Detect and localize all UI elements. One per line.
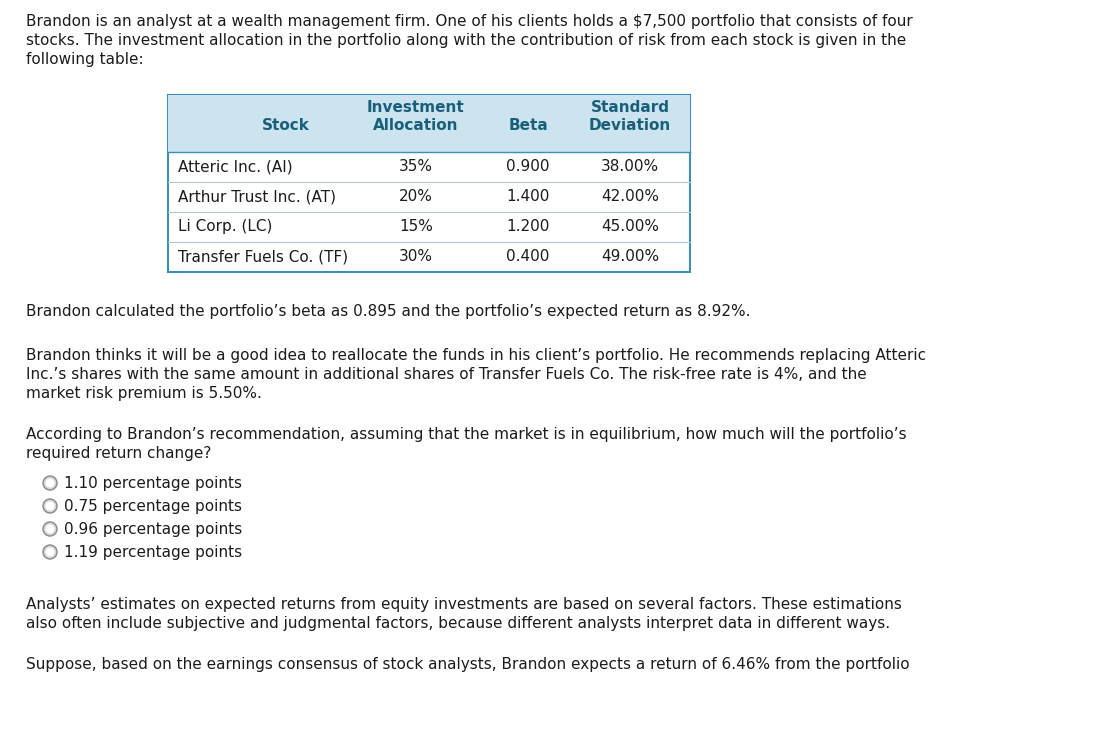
Circle shape — [43, 499, 57, 513]
Text: Arthur Trust Inc. (AT): Arthur Trust Inc. (AT) — [178, 189, 336, 204]
Text: 0.96 percentage points: 0.96 percentage points — [64, 522, 242, 537]
Text: 1.10 percentage points: 1.10 percentage points — [64, 476, 242, 491]
Circle shape — [43, 476, 57, 490]
Text: Suppose, based on the earnings consensus of stock analysts, Brandon expects a re: Suppose, based on the earnings consensus… — [26, 657, 910, 672]
Text: Brandon calculated the portfolio’s beta as 0.895 and the portfolio’s expected re: Brandon calculated the portfolio’s beta … — [26, 304, 751, 319]
Text: Deviation: Deviation — [589, 118, 671, 133]
Text: Stock: Stock — [262, 118, 310, 133]
Text: Allocation: Allocation — [374, 118, 459, 133]
Bar — [168, 95, 690, 152]
Text: 1.19 percentage points: 1.19 percentage points — [64, 545, 242, 560]
Text: 35%: 35% — [399, 159, 433, 174]
Text: 42.00%: 42.00% — [601, 189, 659, 204]
Text: Li Corp. (LC): Li Corp. (LC) — [178, 219, 273, 234]
Text: Brandon is an analyst at a wealth management firm. One of his clients holds a $7: Brandon is an analyst at a wealth manage… — [26, 14, 913, 29]
Circle shape — [43, 545, 57, 559]
Text: Brandon thinks it will be a good idea to reallocate the funds in his client’s po: Brandon thinks it will be a good idea to… — [26, 348, 926, 363]
Text: 1.200: 1.200 — [506, 219, 550, 234]
Text: market risk premium is 5.50%.: market risk premium is 5.50%. — [26, 386, 262, 401]
Text: 1.400: 1.400 — [506, 189, 550, 204]
Text: 38.00%: 38.00% — [601, 159, 659, 174]
Text: 20%: 20% — [399, 189, 433, 204]
Text: Beta: Beta — [509, 118, 548, 133]
Text: also often include subjective and judgmental factors, because different analysts: also often include subjective and judgme… — [26, 616, 890, 631]
Circle shape — [43, 522, 57, 536]
Text: Transfer Fuels Co. (TF): Transfer Fuels Co. (TF) — [178, 249, 349, 264]
Circle shape — [46, 502, 55, 511]
Text: 30%: 30% — [399, 249, 433, 264]
Text: 15%: 15% — [399, 219, 433, 234]
Text: 45.00%: 45.00% — [601, 219, 659, 234]
Text: Investment: Investment — [367, 100, 465, 115]
Circle shape — [46, 548, 55, 557]
Text: 49.00%: 49.00% — [601, 249, 659, 264]
Circle shape — [46, 524, 55, 533]
Text: Standard: Standard — [591, 100, 670, 115]
Text: Atteric Inc. (AI): Atteric Inc. (AI) — [178, 159, 293, 174]
Text: Analysts’ estimates on expected returns from equity investments are based on sev: Analysts’ estimates on expected returns … — [26, 597, 902, 612]
Text: 0.75 percentage points: 0.75 percentage points — [64, 499, 242, 514]
Text: required return change?: required return change? — [26, 446, 212, 461]
Bar — [168, 95, 690, 272]
Text: stocks. The investment allocation in the portfolio along with the contribution o: stocks. The investment allocation in the… — [26, 33, 906, 48]
Text: 0.400: 0.400 — [506, 249, 550, 264]
Text: Inc.’s shares with the same amount in additional shares of Transfer Fuels Co. Th: Inc.’s shares with the same amount in ad… — [26, 367, 867, 382]
Text: 0.900: 0.900 — [506, 159, 550, 174]
Text: following table:: following table: — [26, 52, 144, 67]
Text: According to Brandon’s recommendation, assuming that the market is in equilibriu: According to Brandon’s recommendation, a… — [26, 427, 906, 442]
Circle shape — [46, 479, 55, 488]
